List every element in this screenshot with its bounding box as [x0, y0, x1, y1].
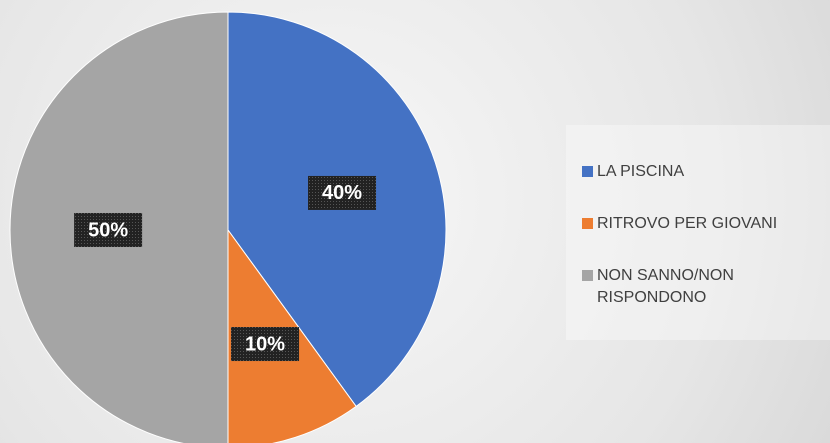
legend-label: RITROVO PER GIOVANI — [597, 215, 778, 232]
data-label-box — [74, 213, 143, 247]
data-label: 40% — [322, 182, 362, 204]
legend: LA PISCINA RITROVO PER GIOVANI NON SANNO/N… — [566, 125, 830, 340]
legend-item: LA PISCINA — [582, 161, 812, 183]
legend-label: NON SANNO/NON RISPONDONO — [597, 267, 734, 306]
legend-swatch — [582, 270, 593, 281]
legend-swatch — [582, 166, 593, 177]
data-label: 10% — [245, 333, 285, 355]
data-label: 50% — [88, 219, 128, 241]
data-label-box — [231, 327, 300, 362]
data-label-box — [308, 175, 377, 210]
legend-swatch — [582, 218, 593, 229]
legend-item: NON SANNO/NON RISPONDONO — [582, 265, 812, 309]
legend-label: LA PISCINA — [597, 163, 685, 180]
legend-item: RITROVO PER GIOVANI — [582, 213, 812, 235]
